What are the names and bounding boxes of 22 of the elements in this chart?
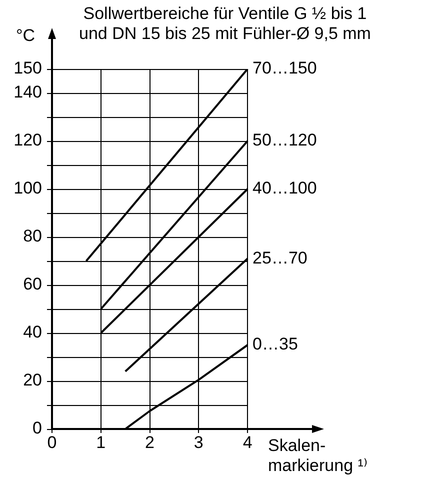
series-label: 40…100 xyxy=(252,178,317,198)
series-label: 70…150 xyxy=(252,58,317,78)
x-tick-label: 4 xyxy=(242,432,252,452)
y-tick-label: 60 xyxy=(23,274,42,294)
series-label: 0…35 xyxy=(252,334,298,354)
series-label: 25…70 xyxy=(252,248,308,268)
y-tick-label: 40 xyxy=(23,322,42,342)
y-tick-label: 140 xyxy=(14,82,42,102)
y-tick-label: 80 xyxy=(23,226,42,246)
x-tick-label: 0 xyxy=(47,432,57,452)
x-tick-label: 2 xyxy=(145,432,155,452)
x-axis-title: Skalen- markierung ¹⁾ xyxy=(268,436,368,476)
y-tick-label: 0 xyxy=(32,418,42,438)
y-axis-title: °C xyxy=(16,26,36,46)
x-tick-label: 3 xyxy=(194,432,204,452)
x-tick-label: 1 xyxy=(96,432,106,452)
y-tick-label: 100 xyxy=(14,178,42,198)
chart-title: Sollwertbereiche für Ventile G ½ bis 1 und DN 15 bis 25 mit Fühler-Ø 9,5 mm xyxy=(78,4,372,44)
y-tick-label: 150 xyxy=(14,58,42,78)
y-tick-label: 20 xyxy=(23,370,42,390)
y-tick-label: 120 xyxy=(14,130,42,150)
series-label: 50…120 xyxy=(252,130,317,150)
